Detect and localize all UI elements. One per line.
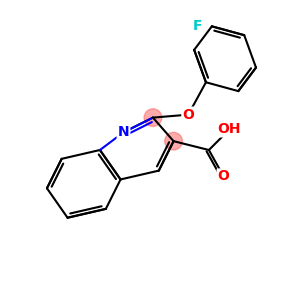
Text: OH: OH (218, 122, 241, 136)
Text: F: F (192, 19, 202, 33)
Text: O: O (182, 108, 194, 122)
Circle shape (165, 132, 182, 150)
Circle shape (144, 109, 162, 126)
Text: N: N (118, 125, 129, 139)
Text: O: O (218, 169, 230, 184)
